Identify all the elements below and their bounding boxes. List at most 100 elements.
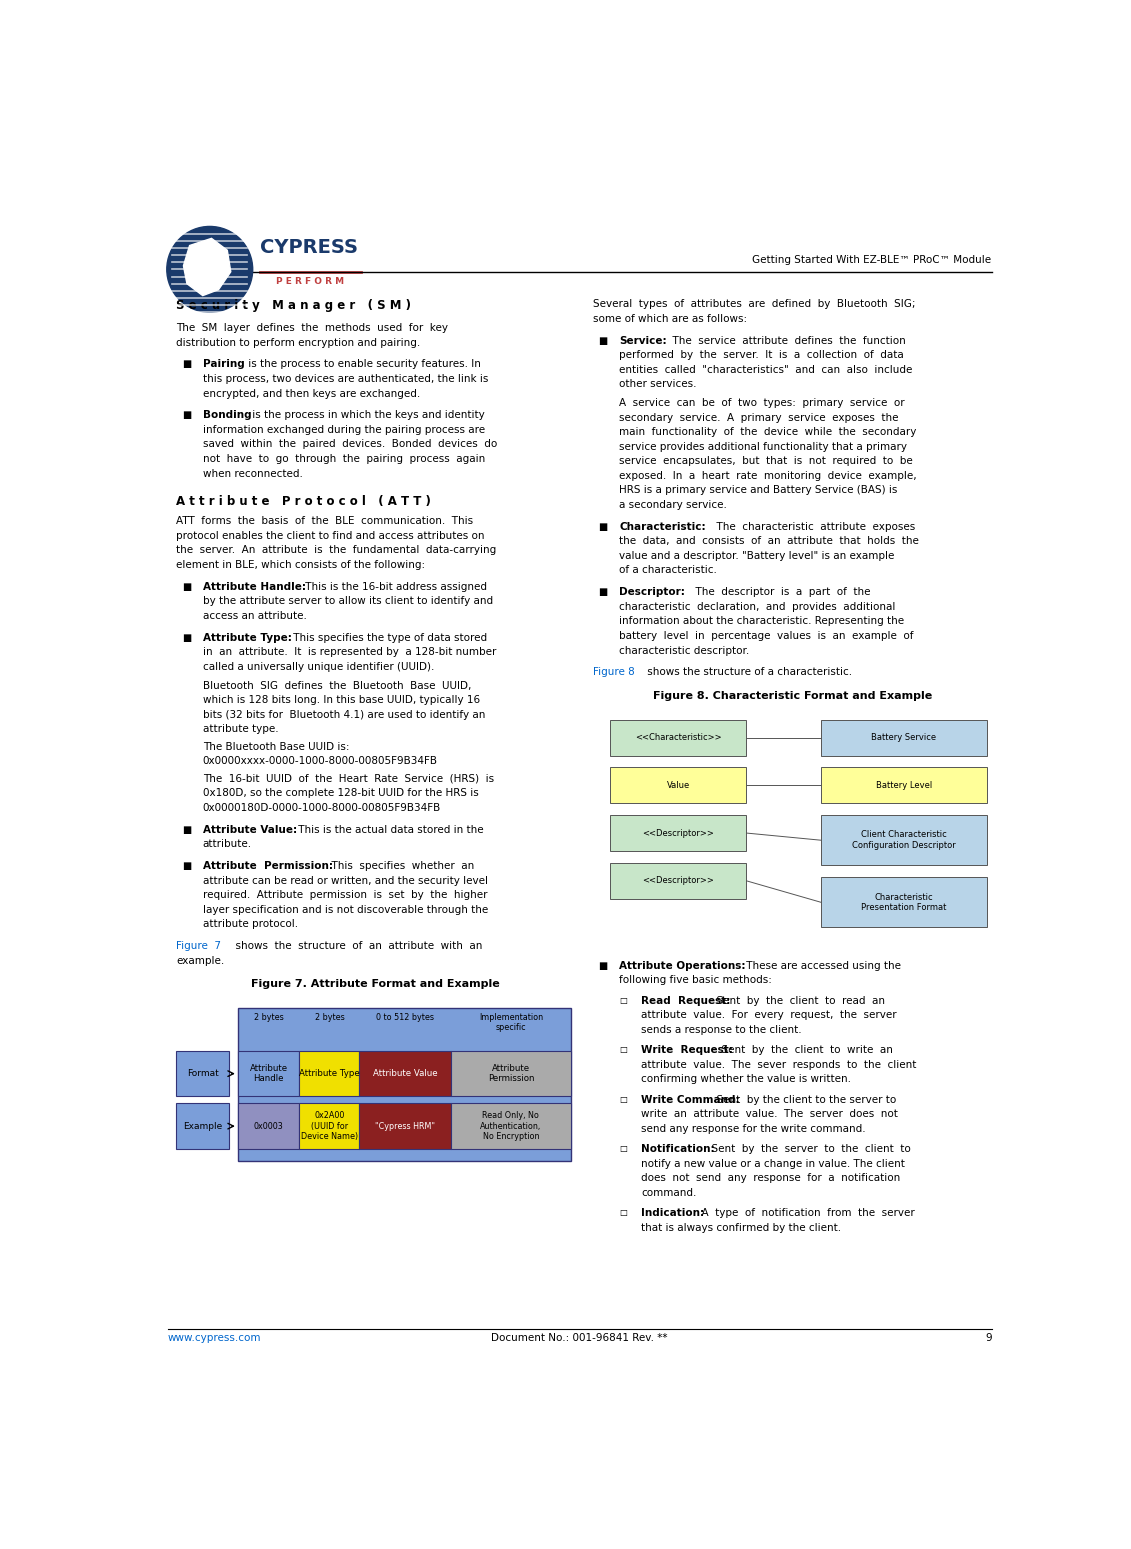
Text: Read  Request:: Read Request: xyxy=(641,996,731,1005)
Text: following five basic methods:: following five basic methods: xyxy=(619,976,772,985)
Text: Descriptor:: Descriptor: xyxy=(619,587,685,598)
Text: performed  by  the  server.  It  is  a  collection  of  data: performed by the server. It is a collect… xyxy=(619,350,904,359)
Text: command.: command. xyxy=(641,1188,697,1197)
Text: Characteristic
Presentation Format: Characteristic Presentation Format xyxy=(862,892,947,912)
Text: value and a descriptor. "Battery level" is an example: value and a descriptor. "Battery level" … xyxy=(619,551,895,561)
Text: Format: Format xyxy=(187,1069,218,1078)
Text: Attribute Value:: Attribute Value: xyxy=(202,824,296,835)
Text: Indication:: Indication: xyxy=(641,1208,705,1218)
Text: This  specifies  whether  an: This specifies whether an xyxy=(326,861,475,871)
Text: □: □ xyxy=(619,1208,627,1218)
Text: This is the actual data stored in the: This is the actual data stored in the xyxy=(295,824,483,835)
Text: Notification:: Notification: xyxy=(641,1145,715,1154)
Ellipse shape xyxy=(166,226,252,313)
Text: attribute type.: attribute type. xyxy=(202,725,278,734)
Text: <<Descriptor>>: <<Descriptor>> xyxy=(642,829,714,838)
FancyBboxPatch shape xyxy=(176,1103,228,1149)
FancyBboxPatch shape xyxy=(238,1050,300,1097)
Text: 0x0003: 0x0003 xyxy=(253,1121,284,1131)
Text: attribute.: attribute. xyxy=(202,840,252,849)
Text: ■: ■ xyxy=(182,410,191,420)
Text: Write Command:: Write Command: xyxy=(641,1095,740,1104)
Text: ■: ■ xyxy=(182,582,191,592)
Text: required.  Attribute  permission  is  set  by  the  higher: required. Attribute permission is set by… xyxy=(202,891,487,900)
Text: 0x180D, so the complete 128-bit UUID for the HRS is: 0x180D, so the complete 128-bit UUID for… xyxy=(202,788,478,798)
Text: Pairing: Pairing xyxy=(202,359,244,369)
Text: Document No.: 001-96841 Rev. **: Document No.: 001-96841 Rev. ** xyxy=(491,1332,668,1343)
Text: attribute protocol.: attribute protocol. xyxy=(202,919,297,929)
Text: The  service  attribute  defines  the  function: The service attribute defines the functi… xyxy=(666,336,906,345)
FancyBboxPatch shape xyxy=(821,767,987,804)
Text: service  encapsulates,  but  that  is  not  required  to  be: service encapsulates, but that is not re… xyxy=(619,457,913,466)
Text: ■: ■ xyxy=(598,960,607,971)
Text: Attribute Type: Attribute Type xyxy=(299,1069,360,1078)
Text: This is the 16-bit address assigned: This is the 16-bit address assigned xyxy=(302,582,486,592)
Text: battery  level  in  percentage  values  is  an  example  of: battery level in percentage values is an… xyxy=(619,630,914,641)
Text: Read Only, No
Authentication,
No Encryption: Read Only, No Authentication, No Encrypt… xyxy=(481,1111,542,1142)
Text: ■: ■ xyxy=(182,359,191,369)
Text: is the process to enable security features. In: is the process to enable security featur… xyxy=(244,359,481,369)
Text: element in BLE, which consists of the following:: element in BLE, which consists of the fo… xyxy=(176,559,425,570)
Text: example.: example. xyxy=(176,956,225,965)
Text: This specifies the type of data stored: This specifies the type of data stored xyxy=(291,632,487,643)
Text: access an attribute.: access an attribute. xyxy=(202,610,307,621)
Text: ■: ■ xyxy=(598,587,607,598)
Text: Figure 8. Characteristic Format and Example: Figure 8. Characteristic Format and Exam… xyxy=(653,691,932,700)
Text: this process, two devices are authenticated, the link is: this process, two devices are authentica… xyxy=(202,373,489,384)
Text: S e c u r i t y   M a n a g e r   ( S M ): S e c u r i t y M a n a g e r ( S M ) xyxy=(176,299,412,313)
Text: P E R F O R M: P E R F O R M xyxy=(276,277,345,285)
Text: Value: Value xyxy=(666,781,690,790)
Text: write  an  attribute  value.  The  server  does  not: write an attribute value. The server doe… xyxy=(641,1109,898,1118)
Text: <<Descriptor>>: <<Descriptor>> xyxy=(642,877,714,884)
Text: ■: ■ xyxy=(598,522,607,531)
Text: information about the characteristic. Representing the: information about the characteristic. Re… xyxy=(619,617,904,626)
Text: A  service  can  be  of  two  types:  primary  service  or: A service can be of two types: primary s… xyxy=(619,398,905,407)
Text: 2 bytes: 2 bytes xyxy=(314,1013,344,1022)
Text: exposed.  In  a  heart  rate  monitoring  device  example,: exposed. In a heart rate monitoring devi… xyxy=(619,471,917,480)
Text: Attribute  Permission:: Attribute Permission: xyxy=(202,861,333,871)
Text: characteristic descriptor.: characteristic descriptor. xyxy=(619,646,750,655)
FancyBboxPatch shape xyxy=(176,1050,228,1097)
Text: The  characteristic  attribute  exposes: The characteristic attribute exposes xyxy=(710,522,915,531)
Text: encrypted, and then keys are exchanged.: encrypted, and then keys are exchanged. xyxy=(202,389,420,398)
Text: other services.: other services. xyxy=(619,380,697,389)
FancyBboxPatch shape xyxy=(300,1050,360,1097)
Text: Attribute Value: Attribute Value xyxy=(373,1069,438,1078)
Text: "Cypress HRM": "Cypress HRM" xyxy=(375,1121,435,1131)
Text: shows  the  structure  of  an  attribute  with  an: shows the structure of an attribute with… xyxy=(228,942,483,951)
Text: Client Characteristic
Configuration Descriptor: Client Characteristic Configuration Desc… xyxy=(852,830,956,850)
Text: ATT  forms  the  basis  of  the  BLE  communication.  This: ATT forms the basis of the BLE communica… xyxy=(176,516,474,527)
Text: sends a response to the client.: sends a response to the client. xyxy=(641,1025,802,1035)
Text: that is always confirmed by the client.: that is always confirmed by the client. xyxy=(641,1222,841,1233)
Text: The Bluetooth Base UUID is:: The Bluetooth Base UUID is: xyxy=(202,742,349,751)
Text: Characteristic:: Characteristic: xyxy=(619,522,706,531)
Text: Sent  by  the  client  to  write  an: Sent by the client to write an xyxy=(715,1046,892,1055)
Text: Sent  by  the  client  to  read  an: Sent by the client to read an xyxy=(710,996,884,1005)
Text: These are accessed using the: These are accessed using the xyxy=(743,960,900,971)
FancyBboxPatch shape xyxy=(300,1103,360,1149)
Text: Several  types  of  attributes  are  defined  by  Bluetooth  SIG;: Several types of attributes are defined … xyxy=(593,299,915,310)
Text: Attribute Type:: Attribute Type: xyxy=(202,632,292,643)
FancyBboxPatch shape xyxy=(611,767,746,804)
Text: attribute can be read or written, and the security level: attribute can be read or written, and th… xyxy=(202,875,487,886)
Text: Write  Request:: Write Request: xyxy=(641,1046,733,1055)
Text: bits (32 bits for  Bluetooth 4.1) are used to identify an: bits (32 bits for Bluetooth 4.1) are use… xyxy=(202,709,485,720)
Text: 2 bytes: 2 bytes xyxy=(253,1013,284,1022)
FancyBboxPatch shape xyxy=(821,720,987,756)
Text: entities  called  "characteristics"  and  can  also  include: entities called "characteristics" and ca… xyxy=(619,364,913,375)
FancyBboxPatch shape xyxy=(360,1050,451,1097)
Text: <<Characteristic>>: <<Characteristic>> xyxy=(634,733,722,742)
Text: Implementation
specific: Implementation specific xyxy=(478,1013,543,1032)
Text: Bluetooth  SIG  defines  the  Bluetooth  Base  UUID,: Bluetooth SIG defines the Bluetooth Base… xyxy=(202,680,472,691)
Text: The  SM  layer  defines  the  methods  used  for  key: The SM layer defines the methods used fo… xyxy=(176,324,448,333)
Text: The  16-bit  UUID  of  the  Heart  Rate  Service  (HRS)  is: The 16-bit UUID of the Heart Rate Servic… xyxy=(202,774,494,784)
Text: Attribute
Handle: Attribute Handle xyxy=(250,1064,287,1083)
Text: The  descriptor  is  a  part  of  the: The descriptor is a part of the xyxy=(689,587,871,598)
Text: attribute  value.  The  sever  responds  to  the  client: attribute value. The sever responds to t… xyxy=(641,1060,916,1070)
Text: secondary  service.  A  primary  service  exposes  the: secondary service. A primary service exp… xyxy=(619,412,899,423)
Text: 0x0000xxxx-0000-1000-8000-00805F9B34FB: 0x0000xxxx-0000-1000-8000-00805F9B34FB xyxy=(202,756,438,767)
Text: service provides additional functionality that a primary: service provides additional functionalit… xyxy=(619,441,907,452)
Text: A t t r i b u t e   P r o t o c o l   ( A T T ): A t t r i b u t e P r o t o c o l ( A T … xyxy=(176,494,431,508)
FancyBboxPatch shape xyxy=(821,815,987,866)
Text: Attribute Operations:: Attribute Operations: xyxy=(619,960,745,971)
